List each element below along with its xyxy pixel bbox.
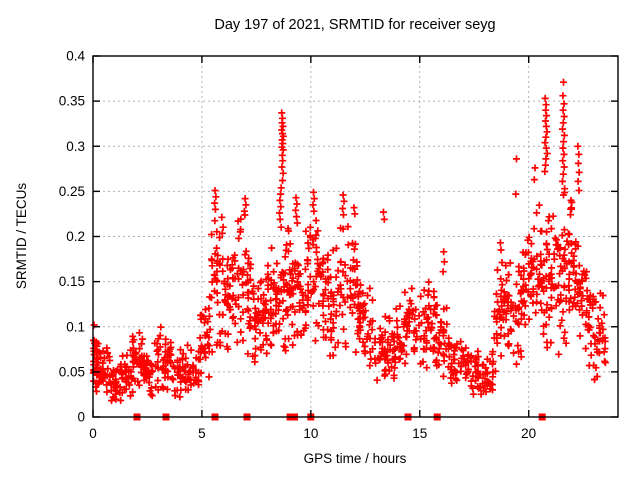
y-tick-label: 0.35 xyxy=(59,94,85,109)
x-tick-label: 0 xyxy=(89,426,97,441)
scatter-plus-markers xyxy=(89,78,609,405)
y-tick-label: 0.05 xyxy=(59,364,85,379)
data-points xyxy=(89,78,609,421)
x-tick-label: 20 xyxy=(521,426,536,441)
y-axis-label: SRMTID / TECUs xyxy=(14,183,29,290)
x-tick-label: 15 xyxy=(412,426,427,441)
tick-labels: 0 5 10 15 20 0 0.05 0.1 0.15 0.2 0.25 0.3 0.35 0.4 xyxy=(59,49,536,442)
y-tick-label: 0.15 xyxy=(59,274,85,289)
chart-title: Day 197 of 2021, SRMTID for receiver sey… xyxy=(214,17,495,33)
x-tick-label: 5 xyxy=(198,426,206,441)
y-tick-label: 0.4 xyxy=(66,49,85,64)
y-tick-label: 0.25 xyxy=(59,184,85,199)
y-tick-label: 0.1 xyxy=(66,319,85,334)
y-tick-label: 0.2 xyxy=(66,229,85,244)
x-axis-label: GPS time / hours xyxy=(304,451,407,466)
y-tick-label: 0 xyxy=(77,410,85,425)
axis-ticks xyxy=(92,55,618,418)
x-tick-label: 10 xyxy=(303,426,318,441)
y-tick-label: 0.3 xyxy=(66,139,85,154)
